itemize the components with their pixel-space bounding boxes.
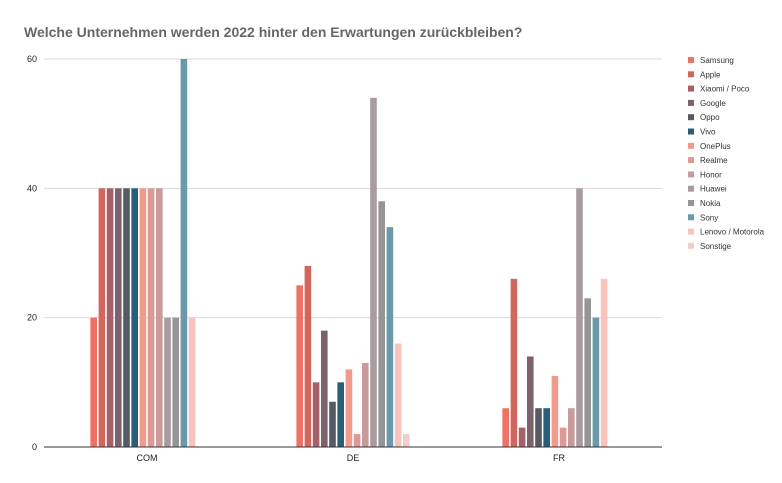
bar (378, 201, 385, 447)
bar (172, 317, 179, 447)
bar (90, 317, 97, 447)
legend-swatch (688, 128, 694, 135)
bar (592, 317, 600, 447)
legend-swatch (688, 85, 694, 92)
legend-swatch (688, 171, 694, 178)
bars (90, 59, 608, 448)
y-tick-label: 20 (27, 313, 37, 323)
bar (131, 188, 138, 448)
legend-swatch (688, 228, 694, 235)
legend-swatch (688, 185, 694, 192)
gridlines (44, 58, 662, 319)
legend-swatch (688, 99, 694, 106)
bar (115, 188, 122, 448)
legend-label: Xiaomi / Poco (700, 85, 750, 94)
legend-label: Sony (700, 213, 718, 222)
legend-swatch (688, 242, 694, 249)
bar (156, 188, 163, 448)
bar (386, 227, 394, 447)
bar (188, 317, 196, 447)
bar (510, 278, 518, 447)
bar (312, 382, 320, 447)
bar (353, 434, 361, 447)
legend-swatch (688, 142, 694, 149)
axes: 0 20 40 60 COM DE FR (27, 54, 662, 463)
bar (394, 343, 402, 447)
legend-swatch (688, 114, 694, 121)
bar (370, 97, 377, 448)
bar (329, 401, 336, 447)
legend-label: Huawei (700, 185, 727, 194)
legend-label: Samsung (700, 56, 734, 65)
bar (164, 317, 171, 447)
legend-label: Lenovo / Motorola (700, 228, 765, 237)
bar (543, 408, 550, 447)
bar (403, 434, 410, 447)
bar (502, 408, 509, 447)
bar (296, 285, 303, 447)
bar (551, 375, 559, 447)
legend-label: Apple (700, 70, 721, 79)
legend-swatch (688, 214, 694, 221)
bar (576, 188, 583, 448)
y-tick-label: 60 (27, 54, 37, 64)
legend-swatch (688, 71, 694, 78)
legend-label: Nokia (700, 199, 721, 208)
y-tick-label: 0 (32, 442, 37, 452)
bar (568, 408, 575, 447)
legend-label: Honor (700, 170, 722, 179)
bar (600, 278, 608, 447)
legend-label: Oppo (700, 113, 720, 122)
bar (147, 188, 155, 448)
bar (106, 188, 114, 448)
legend-label: Sonstige (700, 242, 732, 251)
bar (123, 188, 130, 448)
legend-swatch (688, 200, 694, 206)
bar (559, 427, 567, 447)
bar (98, 188, 106, 448)
legend: Samsung Apple Xiaomi / Poco Google Oppo Vivo O… (688, 56, 765, 251)
bar (139, 188, 147, 448)
bar (535, 408, 542, 447)
bar (180, 59, 188, 447)
bar (337, 382, 344, 447)
x-tick-label: COM (137, 453, 158, 463)
chart-title: Welche Unternehmen werden 2022 hinter de… (24, 24, 523, 40)
legend-swatch (688, 57, 694, 63)
bar (362, 362, 369, 447)
bar (304, 265, 312, 447)
legend-label: OnePlus (700, 142, 731, 151)
legend-label: Google (700, 99, 726, 108)
legend-label: Realme (700, 156, 728, 165)
x-tick-label: DE (347, 453, 360, 463)
bar (345, 369, 353, 447)
bar (584, 298, 591, 447)
y-tick-label: 40 (27, 183, 37, 193)
bar (527, 356, 534, 447)
bar (518, 427, 526, 447)
legend-swatch (688, 157, 694, 164)
legend-label: Vivo (700, 128, 716, 137)
x-tick-label: FR (553, 453, 565, 463)
bar (321, 330, 328, 447)
